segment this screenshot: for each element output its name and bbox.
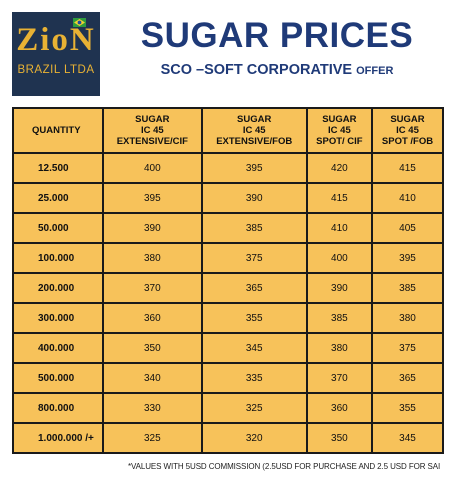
cell-quantity: 300.000	[14, 304, 104, 334]
header-line: IC 45	[140, 125, 164, 136]
cell-quantity: 1.000.000 /+	[14, 424, 104, 452]
table-row: 100.000 380 375 400 395	[14, 244, 442, 274]
cell-price: 385	[373, 274, 442, 304]
table-row: 300.000 360 355 385 380	[14, 304, 442, 334]
cell-price: 410	[307, 214, 373, 244]
cell-quantity: 500.000	[14, 364, 104, 394]
cell-price: 415	[307, 184, 373, 214]
table-row: 500.000 340 335 370 365	[14, 364, 442, 394]
header-line: SUGAR	[237, 114, 272, 125]
table-header-row: QUANTITY SUGAR IC 45 EXTENSIVE/CIF SUGAR…	[14, 109, 442, 154]
column-header-quantity: QUANTITY	[14, 109, 104, 154]
table-row: 400.000 350 345 380 375	[14, 334, 442, 364]
header-line: IC 45	[328, 125, 351, 136]
cell-quantity: 100.000	[14, 244, 104, 274]
table-row: 800.000 330 325 360 355	[14, 394, 442, 424]
cell-price: 365	[202, 274, 308, 304]
cell-quantity: 12.500	[14, 154, 104, 184]
column-header-extensive-fob: SUGAR IC 45 EXTENSIVE/FOB	[202, 109, 308, 154]
cell-price: 325	[202, 394, 308, 424]
cell-price: 420	[307, 154, 373, 184]
company-logo: ZioN BRAZIL LTDA	[12, 12, 100, 96]
cell-price: 360	[307, 394, 373, 424]
cell-price: 335	[202, 364, 308, 394]
cell-price: 400	[104, 154, 203, 184]
cell-price: 355	[373, 394, 442, 424]
logo-wordmark: ZioN	[16, 22, 96, 58]
subtitle-main: SCO –SOFT CORPORATIVE	[160, 62, 353, 78]
cell-price: 385	[202, 214, 308, 244]
cell-price: 325	[104, 424, 203, 452]
subtitle-suffix: OFFER	[356, 65, 394, 77]
cell-price: 370	[307, 364, 373, 394]
header-line: SUGAR	[390, 114, 425, 125]
cell-quantity: 400.000	[14, 334, 104, 364]
cell-price: 350	[308, 424, 373, 452]
cell-price: 330	[104, 394, 203, 424]
logo-subline: BRAZIL LTDA	[17, 64, 95, 76]
cell-price: 345	[399, 432, 416, 444]
column-header-spot-fob: SUGAR IC 45 SPOT /FOB	[373, 109, 442, 154]
price-table: QUANTITY SUGAR IC 45 EXTENSIVE/CIF SUGAR…	[12, 107, 444, 454]
column-header-spot-cif: SUGAR IC 45 SPOT/ CIF	[307, 109, 373, 154]
table-row: 25.000 395 390 415 410	[14, 184, 442, 214]
cell-price: 390	[202, 184, 308, 214]
cell-price: 380	[307, 334, 373, 364]
table-row: 200.000 370 365 390 385	[14, 274, 442, 304]
commission-footnote: *VALUES WITH 5USD COMMISSION (2.5USD FOR…	[128, 462, 441, 471]
cell-price: 380	[373, 304, 442, 334]
cell-quantity: 25.000	[14, 184, 104, 214]
brazil-flag-icon	[73, 18, 86, 27]
header-line: SPOT /FOB	[381, 136, 434, 147]
page-subtitle: SCO –SOFT CORPORATIVE OFFER	[100, 62, 454, 78]
column-header-extensive-cif: SUGAR IC 45 EXTENSIVE/CIF	[104, 109, 203, 154]
header-line: SUGAR	[322, 114, 357, 125]
header-line: SPOT/ CIF	[316, 136, 363, 147]
cell-price: 360	[104, 304, 203, 334]
table-row: 1.000.000 /+ 325 320 350 345	[14, 424, 442, 452]
cell-price: 395	[202, 154, 308, 184]
cell-price: 400	[307, 244, 373, 274]
header-line: IC 45	[242, 125, 266, 136]
cell-price: 390	[104, 214, 203, 244]
cell-price: 385	[307, 304, 373, 334]
cell-price: 345	[202, 334, 308, 364]
cell-quantity: 800.000	[14, 394, 104, 424]
cell-price: 350	[104, 334, 203, 364]
cell-price: 410	[373, 184, 442, 214]
table-row: 50.000 390 385 410 405	[14, 214, 442, 244]
header-line: SUGAR	[135, 114, 170, 125]
cell-price: 375	[202, 244, 308, 274]
cell-price: 340	[104, 364, 203, 394]
cell-price: 380	[104, 244, 203, 274]
cell-price: 395	[104, 184, 203, 214]
cell-price: 320	[203, 424, 308, 452]
header-line: EXTENSIVE/CIF	[116, 136, 188, 147]
cell-price: 355	[202, 304, 308, 334]
page-title: SUGAR PRICES	[140, 16, 414, 55]
cell-price: 375	[373, 334, 442, 364]
cell-price: 415	[373, 154, 442, 184]
header-line: EXTENSIVE/FOB	[216, 136, 293, 147]
cell-price: 365	[373, 364, 442, 394]
cell-price: 390	[307, 274, 373, 304]
table-body: 12.500 400 395 420 415 25.000 395 390 41…	[14, 154, 442, 452]
cell-quantity: 50.000	[14, 214, 104, 244]
table-row: 12.500 400 395 420 415	[14, 154, 442, 184]
cell-price: 370	[104, 274, 203, 304]
cell-quantity: 200.000	[14, 274, 104, 304]
cell-price: 405	[373, 214, 442, 244]
header-line: IC 45	[396, 125, 419, 136]
cell-price: 395	[373, 244, 442, 274]
